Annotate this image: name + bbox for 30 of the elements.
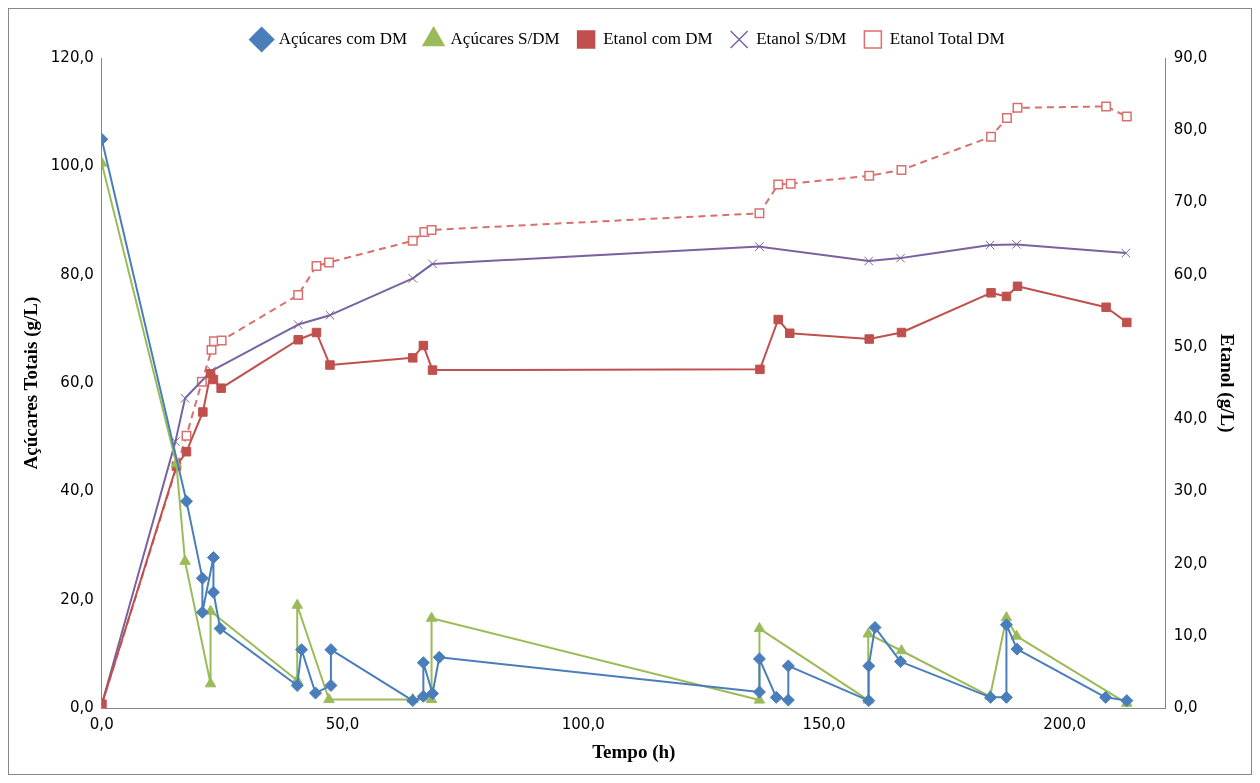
y-axis-title: Açúcares Totais (g/L) bbox=[20, 296, 43, 470]
x-axis-title: Tempo (h) bbox=[592, 740, 676, 763]
x-tick-label: 100,0 bbox=[561, 715, 605, 734]
legend-label: Etanol S/DM bbox=[756, 28, 847, 48]
y-tick-label: 80,0 bbox=[60, 264, 94, 283]
x-tick-label: 200,0 bbox=[1043, 715, 1087, 734]
x-tick-label: 50,0 bbox=[325, 715, 360, 734]
y2-tick-label: 60,0 bbox=[1173, 264, 1208, 283]
y2-tick-label: 80,0 bbox=[1173, 120, 1208, 139]
x-tick-label: 150,0 bbox=[802, 715, 846, 734]
y2-axis-title: Etanol (g/L) bbox=[1215, 333, 1238, 433]
y2-tick-label: 50,0 bbox=[1173, 336, 1208, 355]
y2-tick-label: 70,0 bbox=[1173, 192, 1208, 211]
legend-label: Etanol Total DM bbox=[889, 28, 1005, 48]
y-tick-label: 0,0 bbox=[69, 698, 94, 717]
y2-tick-label: 10,0 bbox=[1173, 625, 1208, 644]
y-tick-label: 40,0 bbox=[60, 481, 94, 500]
y-tick-label: 60,0 bbox=[60, 372, 94, 391]
y2-tick-label: 20,0 bbox=[1173, 553, 1208, 572]
y2-tick-label: 30,0 bbox=[1173, 481, 1208, 500]
y-tick-label: 20,0 bbox=[60, 589, 94, 608]
y2-tick-label: 40,0 bbox=[1173, 409, 1208, 428]
y-tick-label: 120,0 bbox=[50, 47, 94, 66]
y-tick-label: 100,0 bbox=[50, 156, 94, 175]
legend-label: Açúcares com DM bbox=[278, 28, 408, 48]
legend-label: Etanol com DM bbox=[603, 28, 713, 48]
y2-tick-label: 0,0 bbox=[1173, 698, 1198, 717]
x-tick-label: 0,0 bbox=[89, 715, 114, 734]
y2-tick-label: 90,0 bbox=[1173, 47, 1208, 66]
legend-label: Açúcares S/DM bbox=[450, 28, 560, 48]
